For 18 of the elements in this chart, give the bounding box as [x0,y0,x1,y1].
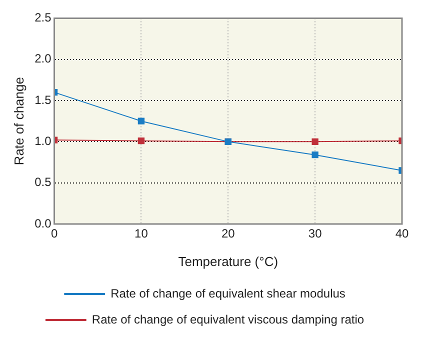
y-tick-label: 1.0 [34,134,52,148]
x-tick-label: 10 [134,226,148,241]
point [138,118,145,124]
y-tick-label: 0.5 [34,175,52,190]
y-tick-label: 1.5 [34,92,52,107]
x-tick-label: 40 [395,226,409,241]
point [312,138,318,146]
x-axis-title: Temperature (°C) [178,254,278,269]
legend-label: Rate of change of equivalent viscous damping ratio [92,312,364,326]
y-tick-label: 0.0 [34,216,52,230]
x-tick-label: 0 [50,226,58,241]
y-axis-title: Rate of change [11,77,26,166]
point [312,152,318,158]
x-tick-label: 30 [308,226,322,241]
y-tick-label: 2.5 [34,10,52,25]
y-tick-label: 2.0 [34,52,52,66]
legend-label: Rate of change of equivalent shear modulus [110,286,346,300]
x-tick-label: 20 [221,226,236,241]
